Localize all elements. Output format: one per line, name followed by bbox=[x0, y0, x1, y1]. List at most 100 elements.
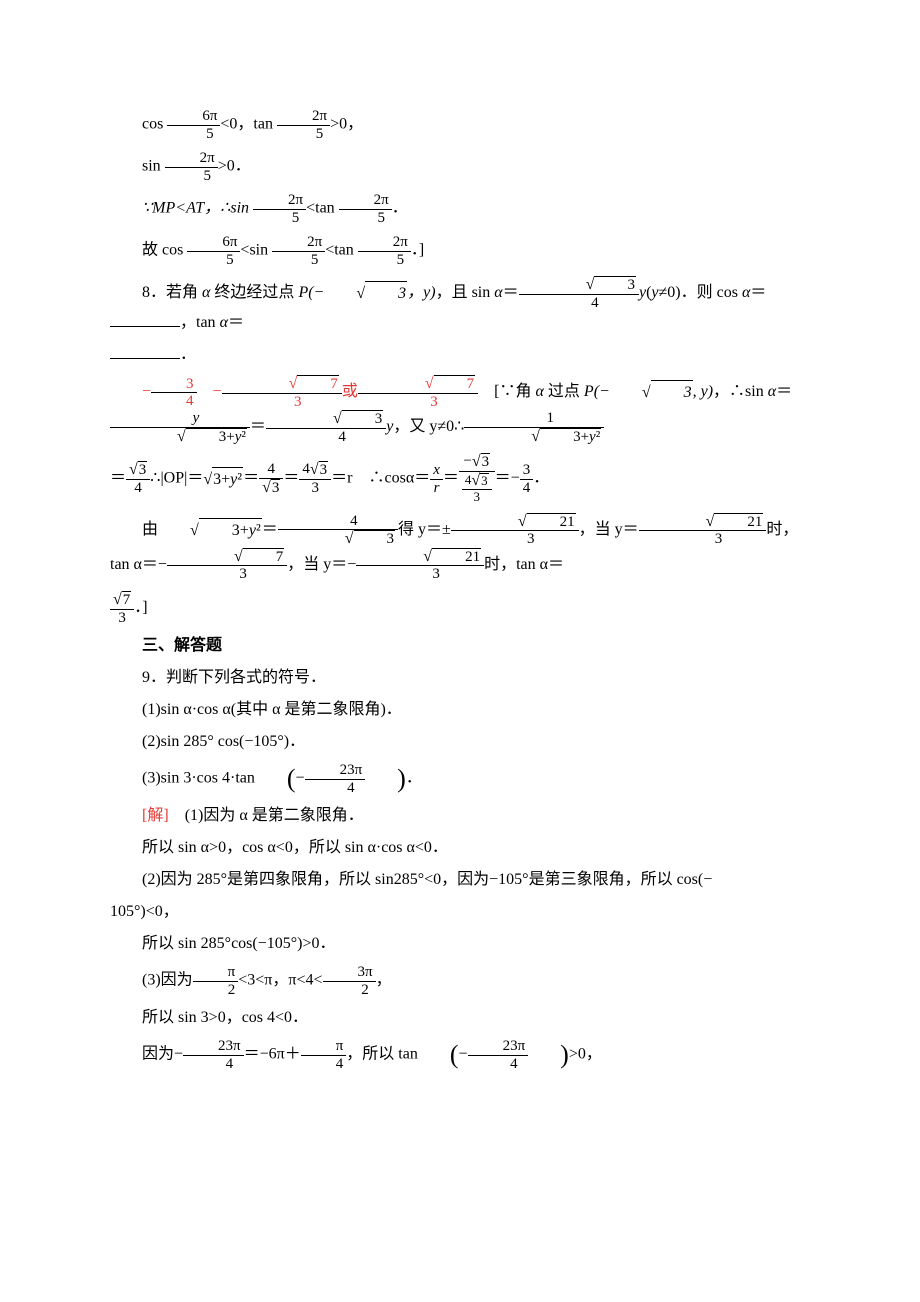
frac: 23π4 bbox=[305, 762, 366, 796]
t: <0，tan bbox=[220, 116, 277, 133]
answer-2: −73或73 bbox=[213, 383, 479, 400]
t: >0， bbox=[569, 1046, 602, 1063]
t: (1)因为 α 是第二象限角． bbox=[185, 807, 364, 824]
t: ∴|OP|＝ bbox=[150, 470, 203, 487]
t: ＝ bbox=[503, 284, 519, 301]
frac: 34 bbox=[126, 461, 150, 496]
frac: 2π5 bbox=[277, 108, 330, 142]
t: y bbox=[639, 284, 646, 301]
frac: 73 bbox=[167, 548, 287, 583]
t: <sin bbox=[240, 242, 272, 259]
frac: 6π5 bbox=[187, 234, 240, 268]
t: ．] bbox=[134, 599, 147, 616]
t: ＝ bbox=[283, 470, 299, 487]
frac: 213 bbox=[356, 548, 484, 583]
pre-line-1: cos 6π5<0，tan 2π5>0， bbox=[110, 108, 810, 142]
t: ． bbox=[533, 470, 549, 487]
paren-open: ( bbox=[418, 1042, 459, 1068]
q8-answer-line-2: ＝34∴|OP|＝3+y²＝43＝433＝r ∴cosα＝xr＝−3433＝−3… bbox=[110, 453, 810, 504]
t: 终边经过点 bbox=[210, 284, 298, 301]
frac: 2π5 bbox=[253, 192, 306, 226]
t: 得 y＝± bbox=[398, 521, 451, 538]
solution-label: [解] bbox=[142, 807, 169, 824]
t: ＝ bbox=[243, 470, 259, 487]
frac: 2π5 bbox=[339, 192, 392, 226]
sqrt: 3+y² bbox=[203, 467, 243, 492]
blank-1 bbox=[110, 326, 180, 327]
q9-item-2: (2)sin 285° cos(−105°)． bbox=[110, 730, 810, 754]
frac: π4 bbox=[301, 1038, 347, 1072]
t: P(−3, y) bbox=[584, 383, 713, 400]
blank-2 bbox=[110, 358, 180, 359]
sol-line-2cont: 105°)<0， bbox=[110, 900, 810, 924]
frac: 3π2 bbox=[323, 964, 376, 998]
frac: π2 bbox=[193, 964, 239, 998]
frac: 23π4 bbox=[183, 1038, 244, 1072]
t: ． bbox=[180, 346, 196, 363]
t: ，tan bbox=[180, 314, 220, 331]
t: ． bbox=[406, 770, 422, 787]
frac: xr bbox=[430, 462, 443, 496]
frac: 34 bbox=[520, 462, 534, 496]
t: ， bbox=[376, 972, 392, 989]
frac: 34 bbox=[266, 410, 386, 445]
t: >0， bbox=[330, 116, 363, 133]
frac: 34 bbox=[519, 276, 639, 311]
pre-line-3: ∵MP<AT，∴sin 2π5<tan 2π5． bbox=[110, 192, 810, 226]
q9-item-3: (3)sin 3·cos 4·tan(−23π4)． bbox=[110, 762, 810, 796]
frac: 213 bbox=[451, 513, 579, 548]
frac: 43 bbox=[278, 513, 398, 548]
t: ＝ bbox=[443, 470, 459, 487]
t: ，又 y≠0∴ bbox=[393, 418, 464, 435]
t: cos bbox=[142, 116, 167, 133]
sol-line-2b: 所以 sin 285°cos(−105°)>0． bbox=[110, 932, 810, 956]
a: α bbox=[536, 383, 544, 400]
t: <tan bbox=[306, 200, 339, 217]
t: (3)因为 bbox=[142, 972, 193, 989]
sol-line-3c: 因为−23π4＝−6π＋π4，所以 tan(−23π4)>0， bbox=[110, 1038, 810, 1072]
a: α bbox=[220, 314, 228, 331]
t: ，所以 tan bbox=[346, 1046, 418, 1063]
frac: 2π5 bbox=[165, 150, 218, 184]
a: α bbox=[768, 383, 776, 400]
sol-line-2: (2)因为 285°是第四象限角，所以 sin285°<0，因为−105°是第三… bbox=[110, 868, 810, 892]
a: α bbox=[494, 284, 502, 301]
t: <3<π，π<4< bbox=[238, 972, 322, 989]
t: ＝ bbox=[262, 521, 278, 538]
paren-close: ) bbox=[528, 1042, 569, 1068]
q9-item-1: (1)sin α·cos α(其中 α 是第二象限角)． bbox=[110, 698, 810, 722]
sol-line-3: (3)因为π2<3<π，π<4<3π2， bbox=[110, 964, 810, 998]
paren-close: ) bbox=[365, 766, 406, 792]
frac-nested: −3433 bbox=[459, 453, 495, 504]
frac: 2π5 bbox=[358, 234, 411, 268]
t: ＝r ∴cosα＝ bbox=[331, 470, 430, 487]
t: sin bbox=[142, 158, 165, 175]
t: 过点 bbox=[544, 383, 584, 400]
t: ，当 y＝− bbox=[287, 556, 356, 573]
sol-line-3b: 所以 sin 3>0，cos 4<0． bbox=[110, 1006, 810, 1030]
t: ．] bbox=[411, 242, 424, 259]
frac: 43 bbox=[259, 461, 283, 496]
paren-open: ( bbox=[255, 766, 296, 792]
frac: 13+y² bbox=[464, 410, 604, 445]
sign: − bbox=[296, 770, 305, 787]
sign: − bbox=[459, 1046, 468, 1063]
frac: y3+y² bbox=[110, 410, 250, 445]
t: ∵MP<AT，∴sin bbox=[142, 200, 253, 217]
q8-answer-line-3: 由3+y²＝43得 y＝±213，当 y＝213时，tan α＝−73，当 y＝… bbox=[110, 513, 810, 583]
q8-answer-line-1: −34 −73或73 [∵角 α 过点 P(−3, y)，∴sin α＝y3+y… bbox=[110, 375, 810, 445]
t: (3)sin 3·cos 4·tan bbox=[142, 770, 255, 787]
t: ＝ bbox=[110, 470, 126, 487]
pre-line-4: 故 cos 6π5<sin 2π5<tan 2π5．] bbox=[110, 234, 810, 268]
t: 时，tan α＝ bbox=[484, 556, 564, 573]
t: 8．若角 bbox=[142, 284, 202, 301]
sol-line-1b: 所以 sin α>0，cos α<0，所以 sin α·cos α<0． bbox=[110, 836, 810, 860]
t: [∵角 bbox=[478, 383, 535, 400]
t: ，∴sin bbox=[713, 383, 768, 400]
pointP: P(−3，y) bbox=[298, 284, 435, 301]
t: 由 bbox=[142, 521, 158, 538]
t: >0． bbox=[218, 158, 251, 175]
pre-line-2: sin 2π5>0． bbox=[110, 150, 810, 184]
q8-line-2: ． bbox=[110, 343, 810, 367]
t: ＝ bbox=[228, 314, 244, 331]
